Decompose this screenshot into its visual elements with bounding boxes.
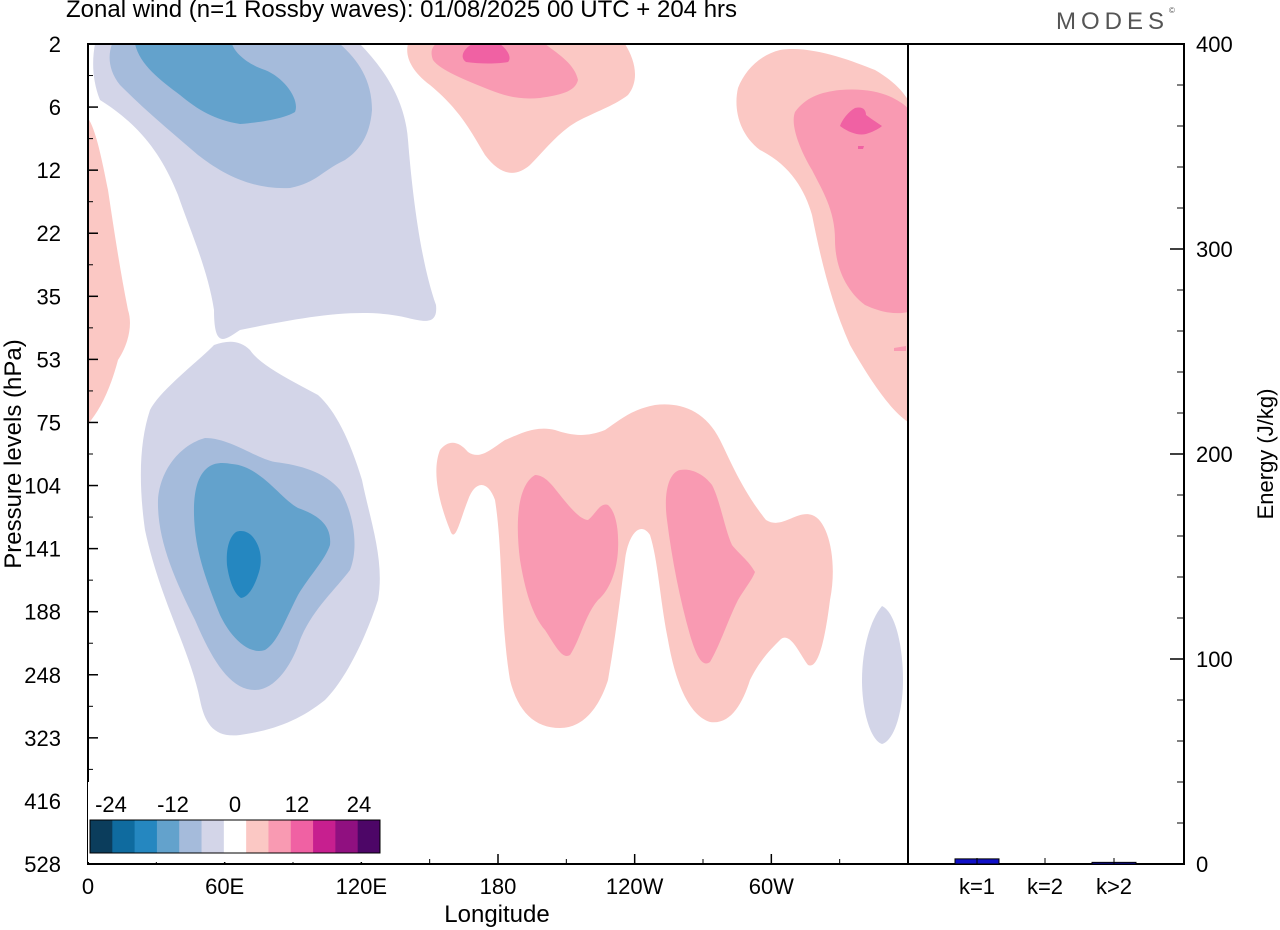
chart-title: Zonal wind (n=1 Rossby waves): 01/08/202… bbox=[66, 0, 738, 23]
colorbar-swatch bbox=[179, 820, 203, 853]
contour-pos-4-west bbox=[88, 118, 130, 424]
y-tick-label: 2 bbox=[49, 32, 61, 57]
energy-tick-label: 200 bbox=[1196, 442, 1233, 467]
colorbar-label: 0 bbox=[229, 792, 241, 817]
contour-pos-8-speck bbox=[894, 346, 906, 351]
colorbar-swatch bbox=[290, 820, 314, 853]
x-tick-label: 120E bbox=[336, 874, 387, 899]
colorbar-swatch bbox=[246, 820, 269, 853]
y-tick-label: 248 bbox=[24, 663, 61, 688]
energy-cat-label: k>2 bbox=[1096, 874, 1132, 899]
colorbar-swatch bbox=[313, 820, 336, 853]
energy-axis: 0 100 200 300 400 bbox=[1170, 32, 1233, 877]
energy-tick-label: 100 bbox=[1196, 647, 1233, 672]
y-tick-label: 53 bbox=[37, 347, 61, 372]
y-tick-label: 104 bbox=[24, 474, 61, 499]
y-tick-label: 323 bbox=[24, 726, 61, 751]
energy-bars: k=1 k=2 k>2 bbox=[954, 858, 1137, 899]
contour-pos-16-east bbox=[840, 107, 882, 135]
colorbar-label: 24 bbox=[347, 792, 371, 817]
contour-pos-4-lower bbox=[436, 404, 833, 728]
colorbar-label: -12 bbox=[157, 792, 189, 817]
x-tick-label: 180 bbox=[480, 874, 517, 899]
colorbar-swatch bbox=[134, 820, 158, 853]
x-axis-label: Longitude bbox=[444, 901, 549, 928]
contour-pos-8-east bbox=[793, 89, 908, 314]
x-axis: 0 60E 120E 180 120W 60W bbox=[82, 854, 841, 899]
energy-tick-label: 300 bbox=[1196, 237, 1233, 262]
contour-pos-16-speck bbox=[858, 146, 864, 149]
y-tick-label: 12 bbox=[37, 158, 61, 183]
contour-pos-8-mid-east bbox=[665, 469, 755, 664]
contour-neg-4-east bbox=[862, 606, 903, 744]
y-tick-label: 416 bbox=[24, 789, 61, 814]
y-tick-label: 22 bbox=[37, 221, 61, 246]
energy-axis-label: Energy (J/kg) bbox=[1253, 389, 1278, 520]
colorbar-swatch bbox=[357, 820, 381, 853]
contour-neg-12-upper bbox=[135, 44, 296, 124]
energy-plot-frame bbox=[907, 43, 1185, 865]
energy-tick-label: 400 bbox=[1196, 32, 1233, 57]
y-axis-label: Pressure levels (hPa) bbox=[0, 339, 27, 568]
colorbar-swatch bbox=[223, 820, 247, 853]
colorbar-swatch bbox=[90, 820, 113, 853]
x-tick-label: 0 bbox=[82, 874, 94, 899]
contour-pos-16-top bbox=[462, 44, 510, 64]
y-axis: 2 6 12 22 35 53 75 104 141 188 248 323 416 528 bbox=[24, 32, 98, 877]
x-tick-label: 120W bbox=[606, 874, 664, 899]
y-tick-label: 188 bbox=[24, 600, 61, 625]
energy-cat-label: k=2 bbox=[1027, 874, 1063, 899]
y-tick-label: 75 bbox=[37, 410, 61, 435]
y-tick-label: 528 bbox=[24, 852, 61, 877]
colorbar-label: -24 bbox=[95, 792, 127, 817]
y-tick-label: 141 bbox=[24, 537, 61, 562]
colorbar: -24 -12 0 12 24 bbox=[88, 782, 388, 862]
x-tick-label: 60W bbox=[749, 874, 794, 899]
y-tick-label: 6 bbox=[49, 95, 61, 120]
modes-logo: MODES© bbox=[1056, 6, 1175, 35]
contour-field bbox=[88, 44, 908, 744]
colorbar-swatch bbox=[112, 820, 136, 853]
colorbar-label: 12 bbox=[285, 792, 309, 817]
colorbar-swatch bbox=[201, 820, 225, 853]
colorbar-swatch bbox=[335, 820, 359, 853]
energy-cat-label: k=1 bbox=[959, 874, 995, 899]
energy-tick-label: 0 bbox=[1196, 852, 1208, 877]
colorbar-border bbox=[89, 819, 381, 854]
contour-neg-12-lower bbox=[193, 462, 331, 651]
colorbar-swatch bbox=[156, 820, 180, 853]
colorbar-swatch bbox=[268, 820, 292, 853]
contour-neg-20-lower bbox=[226, 531, 261, 598]
x-tick-label: 60E bbox=[205, 874, 244, 899]
y-tick-label: 35 bbox=[37, 284, 61, 309]
contour-pos-8-mid bbox=[517, 475, 619, 656]
